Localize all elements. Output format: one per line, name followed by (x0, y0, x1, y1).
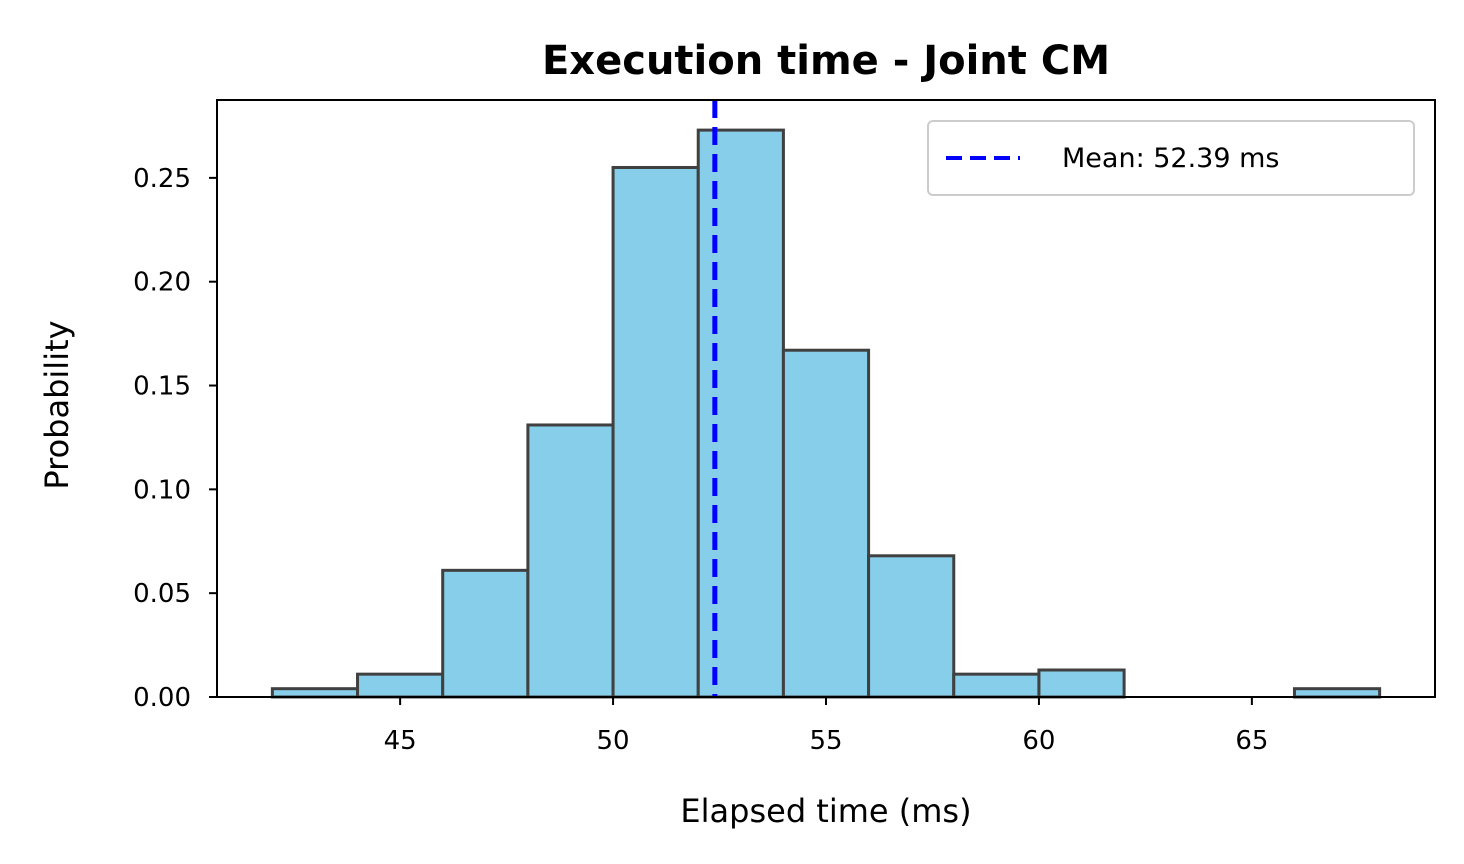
y-tick-label: 0.15 (133, 372, 191, 402)
histogram-bar-4 (526, 423, 615, 699)
chart-title: Execution time - Joint CM (542, 38, 1110, 84)
x-axis-ticks: 45 50 55 60 65 (384, 697, 1268, 756)
histogram-bar-3 (441, 568, 530, 699)
histogram-bar-2 (356, 672, 445, 699)
x-tick-label: 45 (384, 726, 417, 756)
legend-mean-label: Mean: 52.39 ms (1062, 143, 1280, 174)
y-tick-label: 0.20 (133, 268, 191, 298)
x-tick-label: 60 (1022, 726, 1055, 756)
histogram-bar-1 (270, 687, 360, 699)
histogram-bar-7 (781, 348, 871, 699)
y-tick-label: 0.10 (133, 475, 191, 505)
y-axis-label: Probability (38, 320, 76, 489)
y-tick-label: 0.00 (133, 683, 191, 713)
legend: Mean: 52.39 ms (927, 120, 1415, 196)
histogram-bar-13 (1292, 687, 1382, 699)
x-axis-label: Elapsed time (ms) (680, 792, 971, 830)
legend-box (927, 120, 1415, 196)
x-tick-label: 65 (1235, 726, 1268, 756)
histogram-bar-6 (696, 128, 785, 699)
y-tick-label: 0.05 (133, 579, 191, 609)
histogram-bar-8 (867, 554, 956, 699)
histogram-bar-10 (1037, 668, 1126, 699)
histogram-bar-9 (952, 672, 1041, 699)
histogram-bars (270, 128, 1382, 699)
y-tick-label: 0.25 (133, 164, 191, 194)
y-axis-ticks: 0.00 0.05 0.10 0.15 0.20 0.25 (133, 164, 217, 713)
x-tick-label: 50 (597, 726, 630, 756)
histogram-bar-5 (611, 165, 700, 699)
x-tick-label: 55 (809, 726, 842, 756)
